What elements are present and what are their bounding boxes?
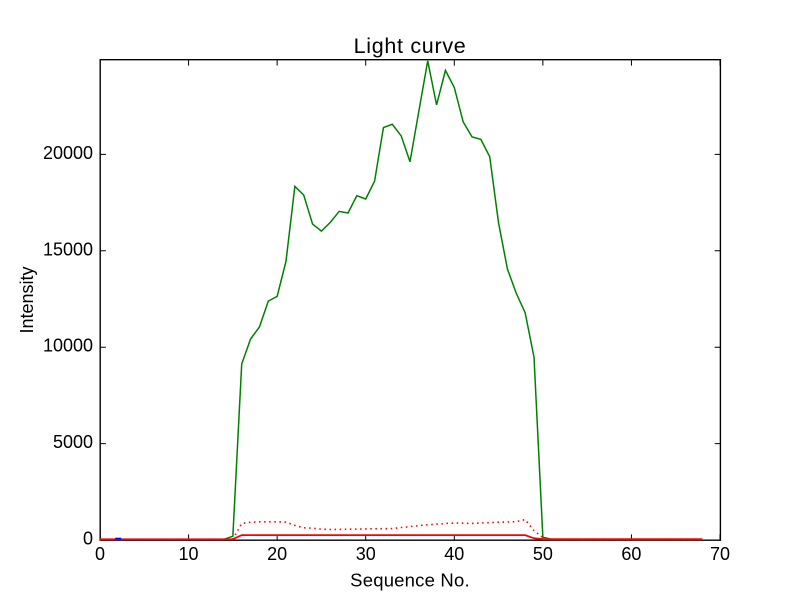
- svg-text:20000: 20000: [43, 143, 93, 163]
- svg-text:Light curve: Light curve: [354, 34, 467, 58]
- svg-text:0: 0: [83, 529, 93, 549]
- svg-text:50: 50: [533, 544, 553, 564]
- svg-text:15000: 15000: [43, 239, 93, 259]
- svg-text:30: 30: [356, 544, 376, 564]
- svg-text:40: 40: [444, 544, 464, 564]
- svg-text:10000: 10000: [43, 336, 93, 356]
- svg-text:Sequence No.: Sequence No.: [350, 570, 470, 591]
- svg-text:5000: 5000: [53, 432, 93, 452]
- svg-text:20: 20: [267, 544, 287, 564]
- svg-text:60: 60: [621, 544, 641, 564]
- svg-text:10: 10: [179, 544, 199, 564]
- svg-text:0: 0: [95, 544, 105, 564]
- svg-text:Intensity: Intensity: [17, 266, 37, 333]
- svg-text:70: 70: [710, 544, 730, 564]
